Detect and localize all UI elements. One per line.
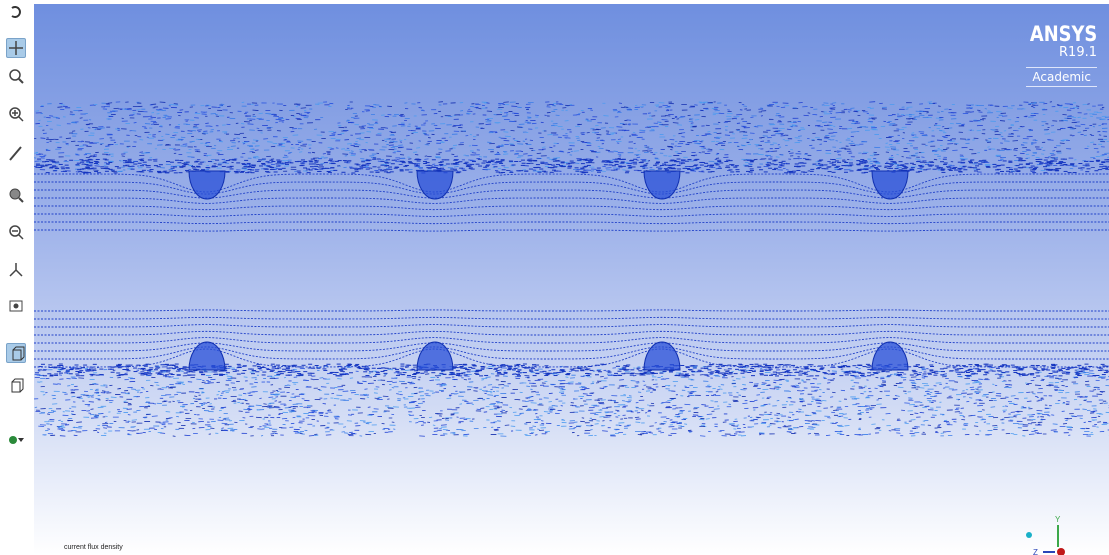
display-options[interactable]	[6, 430, 26, 450]
fit-tool[interactable]	[6, 185, 26, 205]
view-tool-2[interactable]	[6, 376, 26, 396]
axes-tool[interactable]	[6, 260, 26, 280]
probe-tool[interactable]	[6, 143, 26, 163]
zoom-tool[interactable]	[6, 66, 26, 86]
toolbar	[0, 0, 32, 555]
zoom-box-tool[interactable]	[6, 104, 26, 124]
zoom-out-tool[interactable]	[6, 222, 26, 242]
viewer-window: ANSYS R19.1 Academic current flux densit…	[0, 0, 1109, 555]
snapshot-tool[interactable]	[6, 296, 26, 316]
pan-tool[interactable]	[6, 38, 26, 58]
graphics-view: ANSYS R19.1 Academic current flux densit…	[34, 4, 1109, 555]
vector-field	[34, 4, 1109, 555]
view-tool[interactable]	[6, 343, 26, 363]
rotate-tool[interactable]	[6, 2, 26, 22]
